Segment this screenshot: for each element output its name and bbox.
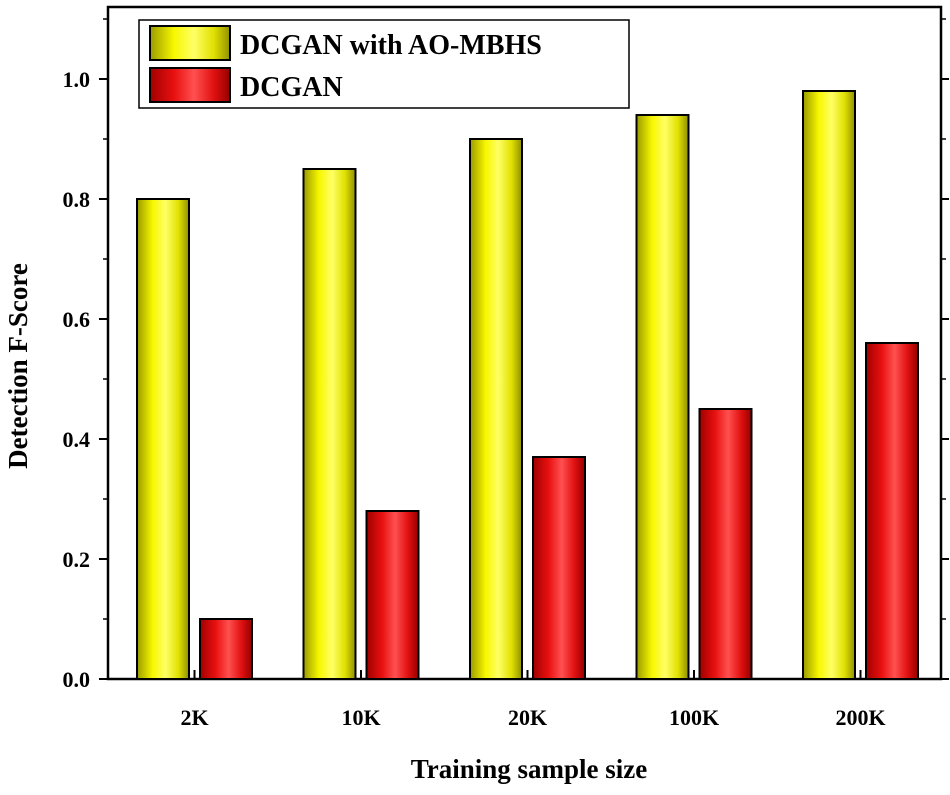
x-axis: 2K 10K 20K 100K 200K [180,670,886,730]
bar-dcgan-10k [365,510,420,680]
y-tick-label-0-2: 0.2 [63,547,91,572]
legend-swatch-dcgan [149,67,231,103]
bar-dcgan-20k [532,456,586,680]
y-axis-title: Detection F-Score [3,263,33,469]
bar-dcgan-2k [199,618,253,680]
legend-swatch-dcgan-with-ao-mbhs [149,25,231,61]
plot-frame [106,5,943,681]
bars-layer [136,90,919,680]
bar-dcgan-with-ao-mbhs-200k [802,90,856,680]
x-tick-label-20k: 20K [508,705,547,730]
legend-label-dcgan-with-ao-mbhs: DCGAN with AO-MBHS [240,30,542,61]
bar-dcgan-with-ao-mbhs-20k [469,138,523,680]
x-axis-title: Training sample size [411,754,648,784]
bar-dcgan-with-ao-mbhs-100k [635,114,690,680]
y-tick-label-0-8: 0.8 [63,187,91,212]
bar-dcgan-with-ao-mbhs-10k [302,168,357,680]
y-tick-label-1-0: 1.0 [63,67,91,92]
y-tick-label-0-0: 0.0 [63,667,91,692]
y-axis: 0.0 0.2 0.4 0.6 0.8 1.0 [63,18,949,692]
bar-dcgan-100k [698,408,753,680]
y-tick-label-0-6: 0.6 [63,307,91,332]
x-tick-label-2k: 2K [180,705,208,730]
x-tick-label-200k: 200K [835,705,885,730]
y-tick-label-0-4: 0.4 [63,427,91,452]
legend-label-dcgan: DCGAN [240,72,343,103]
legend: DCGAN with AO-MBHS DCGAN [138,19,630,109]
x-tick-label-100k: 100K [669,705,719,730]
bar-dcgan-200k [865,342,919,680]
x-tick-label-10k: 10K [341,705,380,730]
bar-dcgan-with-ao-mbhs-2k [136,198,190,680]
